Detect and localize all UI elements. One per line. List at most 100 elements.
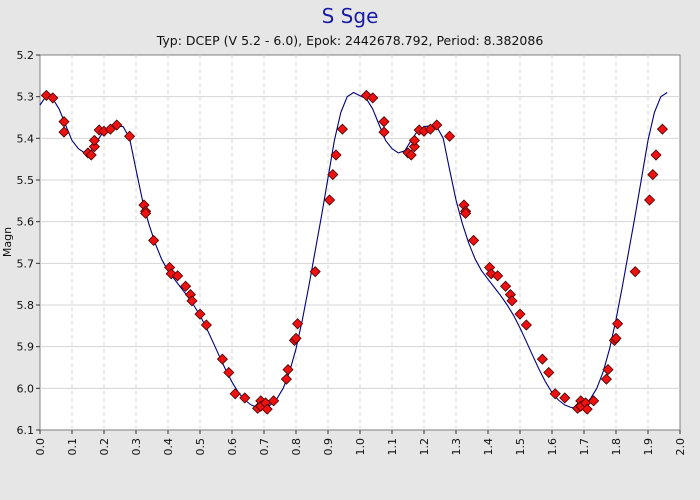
data-point <box>367 92 379 104</box>
data-point <box>330 149 342 161</box>
data-point <box>656 123 668 135</box>
data-point <box>194 308 206 320</box>
y-tick-label: 5.8 <box>17 299 35 312</box>
data-point <box>549 388 561 400</box>
x-tick-label: 0.3 <box>130 438 143 456</box>
data-point <box>282 364 294 376</box>
x-tick-label: 2.0 <box>674 438 687 456</box>
chart-subtitle: Typ: DCEP (V 5.2 - 6.0), Epok: 2442678.7… <box>156 33 544 48</box>
x-tick-label: 1.8 <box>610 438 623 456</box>
data-points <box>40 89 668 415</box>
data-point <box>424 123 436 135</box>
y-tick-label: 5.2 <box>17 49 35 62</box>
data-point <box>309 266 321 278</box>
data-point <box>261 403 273 415</box>
y-tick-label: 5.4 <box>17 132 35 145</box>
data-point <box>506 295 518 307</box>
data-point <box>140 207 152 219</box>
x-tick-label: 1.3 <box>450 438 463 456</box>
data-point <box>239 392 251 404</box>
y-tick-label: 5.7 <box>17 257 35 270</box>
data-point <box>88 134 100 146</box>
data-point <box>460 207 472 219</box>
y-tick-label: 5.3 <box>17 91 35 104</box>
data-point <box>327 169 339 181</box>
x-tick-label: 0.5 <box>194 438 207 456</box>
data-point <box>229 388 241 400</box>
x-tick-label: 1.7 <box>578 438 591 456</box>
data-point <box>378 126 390 138</box>
data-point <box>268 395 280 407</box>
data-point <box>647 169 659 181</box>
data-point <box>581 403 593 415</box>
data-point <box>492 270 504 282</box>
x-tick-label: 0.1 <box>66 438 79 456</box>
data-point <box>536 353 548 365</box>
y-tick-label: 5.5 <box>17 174 35 187</box>
data-point <box>543 366 555 379</box>
data-point <box>47 92 59 104</box>
x-tick-label: 0.8 <box>290 438 303 456</box>
data-point <box>520 319 532 331</box>
x-tick-label: 1.0 <box>354 438 367 456</box>
x-tick-label: 1.5 <box>514 438 527 456</box>
x-tick-label: 1.6 <box>546 438 559 456</box>
data-point <box>514 308 526 320</box>
x-tick-label: 1.9 <box>642 438 655 456</box>
data-point <box>180 280 192 292</box>
data-point <box>600 373 612 385</box>
data-point <box>124 130 136 142</box>
x-axis-ticks: 0.0 0.1 0.2 0.3 0.4 0.5 0.6 0.7 0.8 0.9 1.0 1.1 1.2 1… <box>34 430 687 456</box>
data-point <box>405 149 417 161</box>
data-point <box>650 149 662 161</box>
y-tick-label: 5.9 <box>17 341 35 354</box>
data-point <box>223 366 235 379</box>
data-point <box>408 134 420 146</box>
x-tick-label: 0.6 <box>226 438 239 456</box>
data-point <box>88 141 100 153</box>
data-point <box>336 123 348 135</box>
x-tick-label: 0.4 <box>162 438 175 456</box>
x-tick-label: 1.4 <box>482 438 495 456</box>
data-point <box>58 126 70 138</box>
data-point <box>500 280 512 292</box>
grid-lines <box>40 55 680 430</box>
plot-area <box>39 54 681 431</box>
data-point <box>324 194 336 206</box>
data-point <box>612 318 624 330</box>
x-tick-label: 1.2 <box>418 438 431 456</box>
data-point <box>610 332 622 344</box>
x-tick-label: 0.0 <box>34 438 47 456</box>
data-point <box>559 392 571 404</box>
data-point <box>292 318 304 330</box>
data-point <box>444 130 456 142</box>
data-point <box>431 119 443 131</box>
data-point <box>290 332 302 344</box>
data-point <box>408 141 420 153</box>
data-point <box>172 270 184 282</box>
y-tick-label: 6.1 <box>17 424 35 437</box>
data-point <box>588 395 600 407</box>
data-point <box>216 353 228 365</box>
data-point <box>200 319 212 331</box>
data-point <box>644 194 656 206</box>
y-axis-label: Magn <box>1 227 14 257</box>
data-point <box>148 234 160 246</box>
y-tick-label: 6.0 <box>17 382 35 395</box>
data-point <box>104 123 116 135</box>
data-point <box>280 373 292 385</box>
data-point <box>629 266 641 278</box>
data-point <box>111 119 123 131</box>
x-tick-label: 0.7 <box>258 438 271 456</box>
data-point <box>186 295 198 307</box>
data-point <box>468 234 480 246</box>
data-point <box>85 149 97 161</box>
data-point <box>602 364 614 376</box>
y-axis-ticks: 5.2 5.3 5.4 5.5 5.6 5.7 5.8 5.9 6.0 6.1 <box>17 49 40 437</box>
x-tick-label: 0.2 <box>98 438 111 456</box>
y-tick-label: 5.6 <box>17 216 35 229</box>
x-tick-label: 1.1 <box>386 438 399 456</box>
chart-title: S Sge <box>321 4 379 28</box>
